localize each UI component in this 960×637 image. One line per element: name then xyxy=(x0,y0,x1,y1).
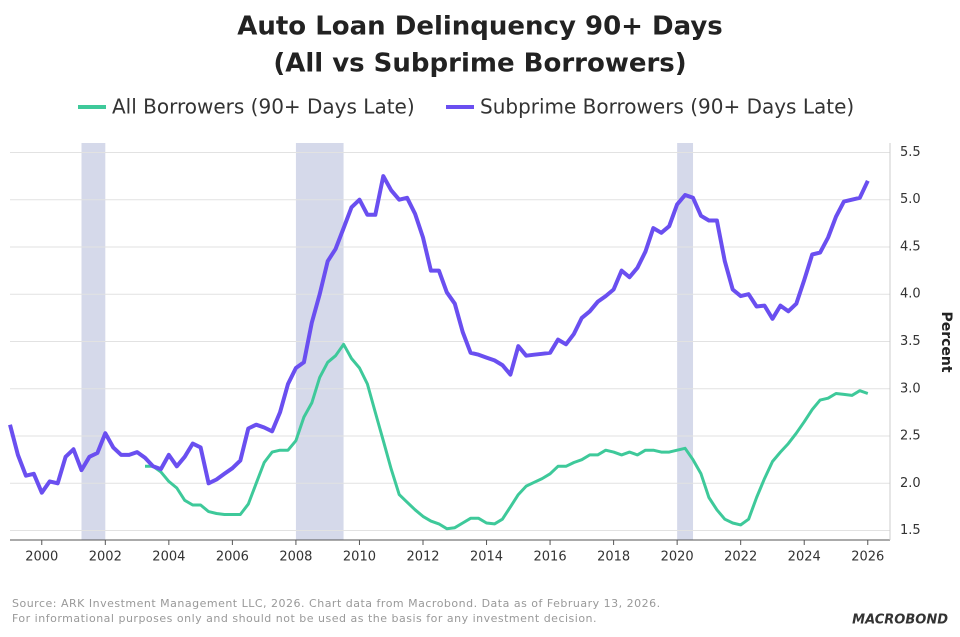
source-line: For informational purposes only and shou… xyxy=(12,612,597,625)
y-tick-label: 2.0 xyxy=(900,476,921,491)
x-tick-label: 2000 xyxy=(25,550,58,565)
y-tick-label: 3.0 xyxy=(900,381,921,396)
y-axis-label: Percent xyxy=(938,311,954,372)
source-line: Source: ARK Investment Management LLC, 2… xyxy=(12,597,661,610)
legend-label: All Borrowers (90+ Days Late) xyxy=(112,95,415,119)
x-tick-label: 2018 xyxy=(597,550,630,565)
x-tick-label: 2004 xyxy=(152,550,185,565)
chart-title: Auto Loan Delinquency 90+ Days xyxy=(237,12,723,42)
x-tick-label: 2014 xyxy=(470,550,503,565)
x-tick-label: 2002 xyxy=(89,550,122,565)
x-tick-label: 2022 xyxy=(724,550,757,565)
x-tick-label: 2010 xyxy=(343,550,376,565)
chart-subtitle: (All vs Subprime Borrowers) xyxy=(273,49,686,79)
x-tick-label: 2016 xyxy=(534,550,567,565)
y-tick-label: 3.5 xyxy=(900,334,921,349)
x-tick-label: 2006 xyxy=(216,550,249,565)
y-tick-label: 1.5 xyxy=(900,523,921,538)
y-tick-label: 5.0 xyxy=(900,192,921,207)
legend-label: Subprime Borrowers (90+ Days Late) xyxy=(480,95,854,119)
x-tick-label: 2008 xyxy=(279,550,312,565)
y-tick-label: 2.5 xyxy=(900,429,921,444)
series-line xyxy=(145,342,869,531)
logo: MACROBOND xyxy=(852,613,948,628)
x-tick-label: 2024 xyxy=(788,550,821,565)
x-tick-label: 2026 xyxy=(851,550,884,565)
y-tick-label: 5.5 xyxy=(900,145,921,160)
y-tick-label: 4.5 xyxy=(900,239,921,254)
series-line xyxy=(8,174,870,495)
y-tick-label: 4.0 xyxy=(900,287,921,302)
x-tick-label: 2020 xyxy=(661,550,694,565)
x-tick-label: 2012 xyxy=(406,550,439,565)
